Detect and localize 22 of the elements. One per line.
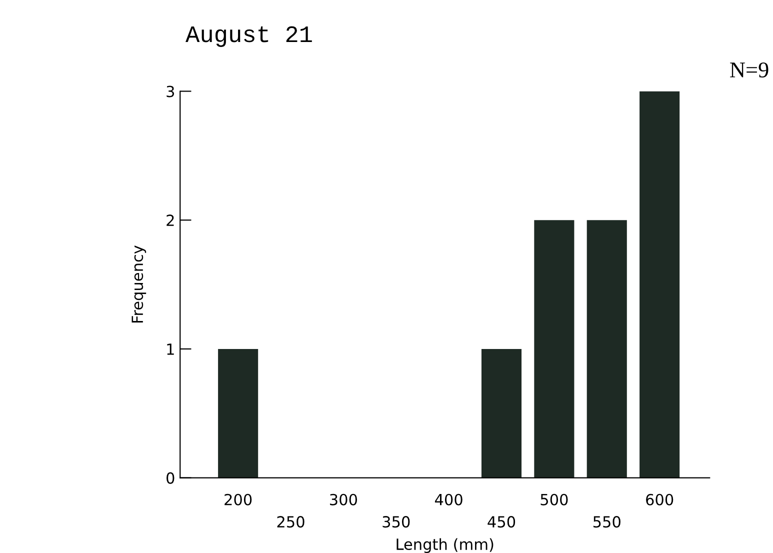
x-tick-label: 250 xyxy=(277,516,304,528)
chart-title: August 21 xyxy=(186,26,312,47)
bar xyxy=(481,348,522,478)
x-tick-label: 500 xyxy=(540,494,568,506)
y-axis-title: Frequency xyxy=(132,246,146,322)
bar xyxy=(218,348,258,478)
x-tick-label: 200 xyxy=(224,494,252,506)
x-tick-label: 400 xyxy=(434,494,462,506)
y-tick-label: 2 xyxy=(166,214,174,226)
x-tick-label: 550 xyxy=(593,516,620,528)
y-tick-label: 1 xyxy=(167,344,174,355)
bar xyxy=(586,220,627,478)
x-axis-title: Length (mm) xyxy=(396,538,494,553)
y-tick-label: 3 xyxy=(166,86,174,98)
y-tick-label: 0 xyxy=(166,472,174,484)
x-tick-label: 300 xyxy=(330,494,358,506)
text: N=9 xyxy=(730,62,768,78)
x-tick-label: 450 xyxy=(488,516,516,528)
bar xyxy=(640,91,680,478)
x-tick-label: 350 xyxy=(382,516,410,528)
bar xyxy=(534,220,574,478)
x-tick-label: 600 xyxy=(646,494,674,506)
